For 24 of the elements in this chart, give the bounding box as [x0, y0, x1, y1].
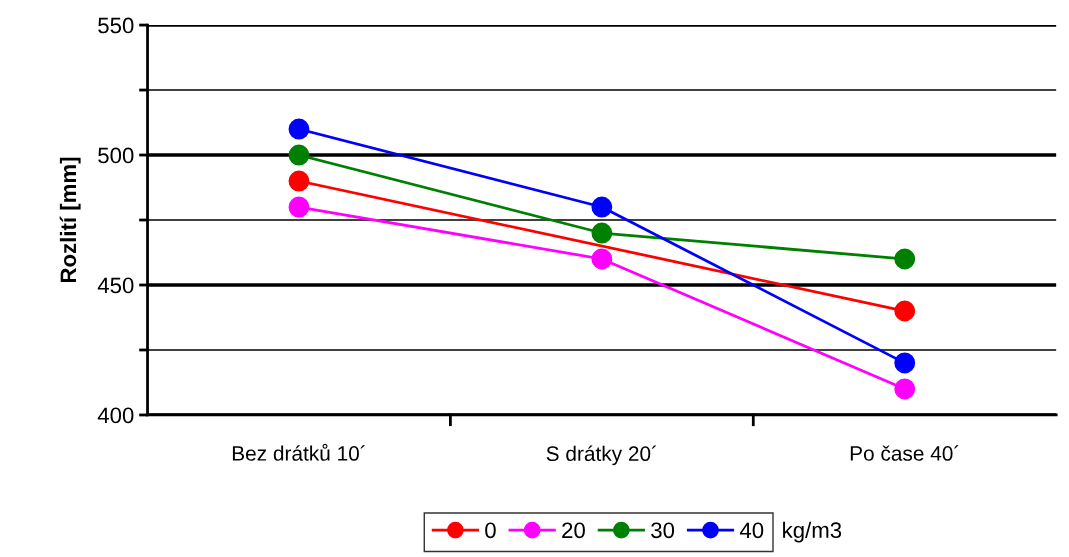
point: [591, 222, 613, 244]
point: [894, 300, 916, 322]
y-tick-label: 550: [98, 17, 134, 34]
y-tick-label: 400: [97, 407, 134, 424]
point: [894, 248, 916, 270]
point: [591, 196, 613, 218]
legend-label: 0: [485, 522, 496, 539]
x-tick-label: S drátky 20´: [546, 445, 657, 466]
y-axis-title: Rozlití [mm]: [59, 157, 81, 283]
x-tick-label: Bez drátků 10´: [232, 443, 365, 461]
legend-label: 40: [739, 522, 764, 539]
point: [288, 196, 310, 218]
point: [288, 170, 310, 192]
legend-label: 30: [651, 522, 675, 539]
point: [288, 144, 310, 166]
point: [894, 352, 916, 374]
point: [288, 118, 310, 140]
y-tick-label: 500: [98, 147, 134, 164]
y-tick-label: 450: [97, 277, 134, 294]
legend-label: 20: [562, 522, 585, 539]
point: [591, 248, 613, 270]
legend-title: kg/m3: [783, 521, 842, 543]
point: [894, 378, 916, 400]
x-tick-label: Po čase 40´: [850, 445, 959, 461]
